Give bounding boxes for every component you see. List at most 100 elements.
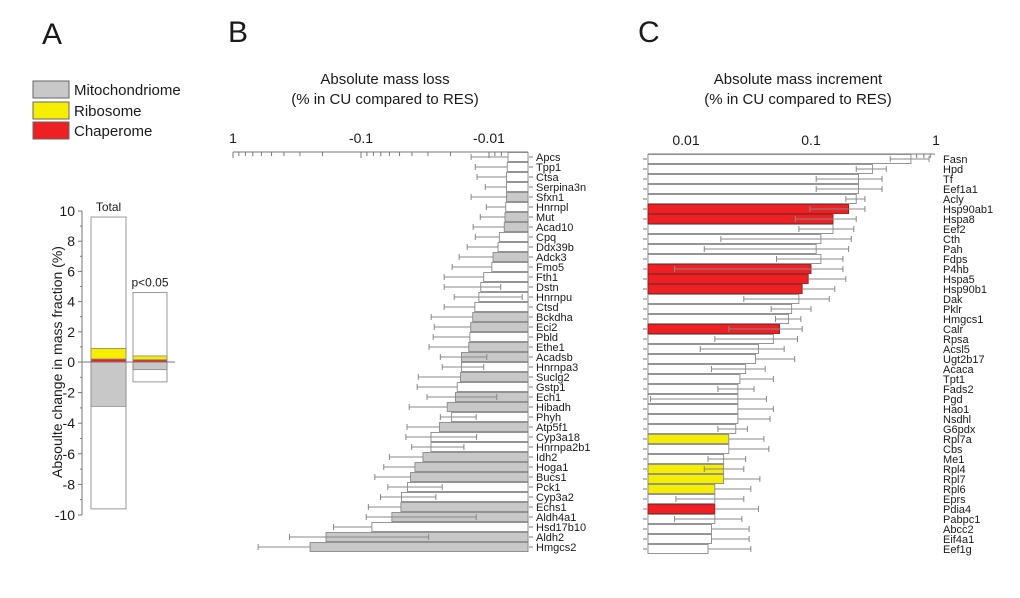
gene-label: Ech1 bbox=[536, 392, 561, 404]
gene-label: Hmgcs1 bbox=[943, 314, 983, 326]
bar bbox=[506, 172, 529, 182]
bar bbox=[647, 274, 809, 284]
bar-row-ech1: Ech1 bbox=[426, 392, 561, 404]
gene-label: Suclg2 bbox=[536, 372, 570, 384]
bar-row-pdia4: Pdia4 bbox=[643, 504, 971, 516]
gene-label: Calr bbox=[943, 324, 964, 336]
bar-row-pbld: Pbld bbox=[432, 332, 558, 344]
legend-label-ribosome: Ribosome bbox=[74, 103, 142, 120]
bar-row-hmgcs1: Hmgcs1 bbox=[643, 314, 983, 326]
bar-row-tpt1: Tpt1 bbox=[643, 374, 965, 386]
bar-segment-ribosome bbox=[90, 348, 127, 360]
bar-row-fth1: Fth1 bbox=[443, 272, 558, 284]
bar-row-fdps: Fdps bbox=[643, 254, 968, 266]
gene-label: Pbld bbox=[536, 332, 558, 344]
gene-label: Rpl7a bbox=[943, 434, 973, 446]
gene-label: Hsp90ab1 bbox=[943, 204, 993, 216]
bar bbox=[460, 372, 529, 382]
bar-row-atp5f1: Atp5f1 bbox=[406, 422, 568, 434]
bar bbox=[647, 374, 741, 384]
bar-row-gstp1: Gstp1 bbox=[416, 382, 565, 394]
bar-row-eci2: Eci2 bbox=[433, 322, 557, 334]
gene-label: Hsp90b1 bbox=[943, 284, 987, 296]
bar bbox=[468, 342, 529, 352]
gene-label: Me1 bbox=[943, 454, 964, 466]
gene-label: Bucs1 bbox=[536, 472, 567, 484]
bar-row-p4hb: P4hb bbox=[643, 264, 969, 276]
bar bbox=[491, 262, 529, 272]
gene-label: Sfxn1 bbox=[536, 192, 564, 204]
gene-label: Fth1 bbox=[536, 272, 558, 284]
bar-row-ethe1: Ethe1 bbox=[428, 342, 565, 354]
bar bbox=[469, 332, 529, 342]
bar-row-acadsb: Acadsb bbox=[439, 352, 573, 364]
gene-label: Acly bbox=[943, 194, 964, 206]
gene-label: Acadsb bbox=[536, 352, 573, 364]
bar bbox=[647, 354, 756, 364]
y-tick-label: 2 bbox=[67, 324, 75, 340]
bar bbox=[309, 542, 529, 552]
bar-row-ctsd: Ctsd bbox=[443, 302, 559, 314]
bar-row-hpd: Hpd bbox=[643, 164, 963, 176]
panel-a-y-axis: 10 8 6 4 2 0 -2 -4 -6 -8 -10 bbox=[55, 203, 175, 523]
gene-label: Eif4a1 bbox=[943, 534, 974, 546]
bar bbox=[400, 502, 529, 512]
bar-row-hsp90b1: Hsp90b1 bbox=[643, 284, 987, 296]
bar-row-hsd17b10: Hsd17b10 bbox=[333, 522, 586, 534]
gene-label: Pck1 bbox=[536, 482, 560, 494]
bar-row-cbs: Cbs bbox=[643, 444, 963, 456]
bar bbox=[647, 474, 725, 484]
panel-b-title-line2: (% in CU compared to RES) bbox=[291, 91, 479, 108]
bar-row-aldh4a1: Aldh4a1 bbox=[365, 512, 576, 524]
bar-row-hoga1: Hoga1 bbox=[383, 462, 568, 474]
bar bbox=[371, 522, 529, 532]
bar bbox=[647, 284, 803, 294]
x-tick-label: -0.01 bbox=[473, 130, 505, 146]
panel-letter-b: B bbox=[228, 16, 248, 49]
gene-label: Abcc2 bbox=[943, 524, 974, 536]
gene-label: Ctsa bbox=[536, 172, 560, 184]
bar-row-pck1: Pck1 bbox=[387, 482, 560, 494]
bar-row-acad10: Acad10 bbox=[472, 222, 573, 234]
legend-swatch-ribosome bbox=[32, 101, 70, 120]
bar bbox=[497, 242, 529, 252]
bar-row-rpl7a: Rpl7a bbox=[643, 434, 973, 446]
gene-label: Pah bbox=[943, 244, 963, 256]
panel-a-bars: Total p<0.05 bbox=[82, 200, 175, 510]
gene-label: Dak bbox=[943, 294, 963, 306]
gene-label: Ddx39b bbox=[536, 242, 574, 254]
bar-row-dstn: Dstn bbox=[443, 282, 559, 294]
bar-row-tf: Tf bbox=[643, 174, 954, 186]
bar-row-g6pdx: G6pdx bbox=[643, 424, 976, 436]
bar-row-hnrnpu: Hnrnpu bbox=[453, 292, 572, 304]
x-tick-label: -0.1 bbox=[349, 130, 373, 146]
bar-row-idh2: Idh2 bbox=[388, 452, 557, 464]
bar-segment-mitochondriome bbox=[90, 361, 127, 407]
bar-row-rpl6: Rpl6 bbox=[643, 484, 966, 496]
bar-row-serpina3n: Serpina3n bbox=[484, 182, 586, 194]
bar-row-ugt2b17: Ugt2b17 bbox=[643, 354, 985, 366]
gene-label: Cth bbox=[943, 234, 960, 246]
gene-label: Acsl5 bbox=[943, 344, 970, 356]
gene-label: Eci2 bbox=[536, 322, 557, 334]
bar bbox=[647, 534, 712, 544]
gene-label: Tf bbox=[943, 174, 954, 186]
bar-row-hibadh: Hibadh bbox=[408, 402, 571, 414]
bar-row-pgd: Pgd bbox=[643, 394, 963, 406]
gene-label: Nsdhl bbox=[943, 414, 971, 426]
gene-label: Tpp1 bbox=[536, 162, 561, 174]
panel-b-chart: 1 -0.1 -0.01ApcsTpp1CtsaSerpina3nSfxn1Hnrn… bbox=[229, 130, 590, 554]
gene-label: Eef2 bbox=[943, 224, 966, 236]
bar-row-eprs: Eprs bbox=[643, 494, 966, 506]
gene-label: Atp5f1 bbox=[536, 422, 568, 434]
gene-label: Tpt1 bbox=[943, 374, 965, 386]
bar-row-abcc2: Abcc2 bbox=[643, 524, 974, 536]
bar-row-acaca: Acaca bbox=[643, 364, 974, 376]
bar bbox=[456, 382, 529, 392]
y-tick-label: -6 bbox=[63, 446, 76, 462]
gene-label: Pdia4 bbox=[943, 504, 971, 516]
gene-label: Rpsa bbox=[943, 334, 970, 346]
gene-label: Ctsd bbox=[536, 302, 559, 314]
bar bbox=[505, 202, 529, 212]
